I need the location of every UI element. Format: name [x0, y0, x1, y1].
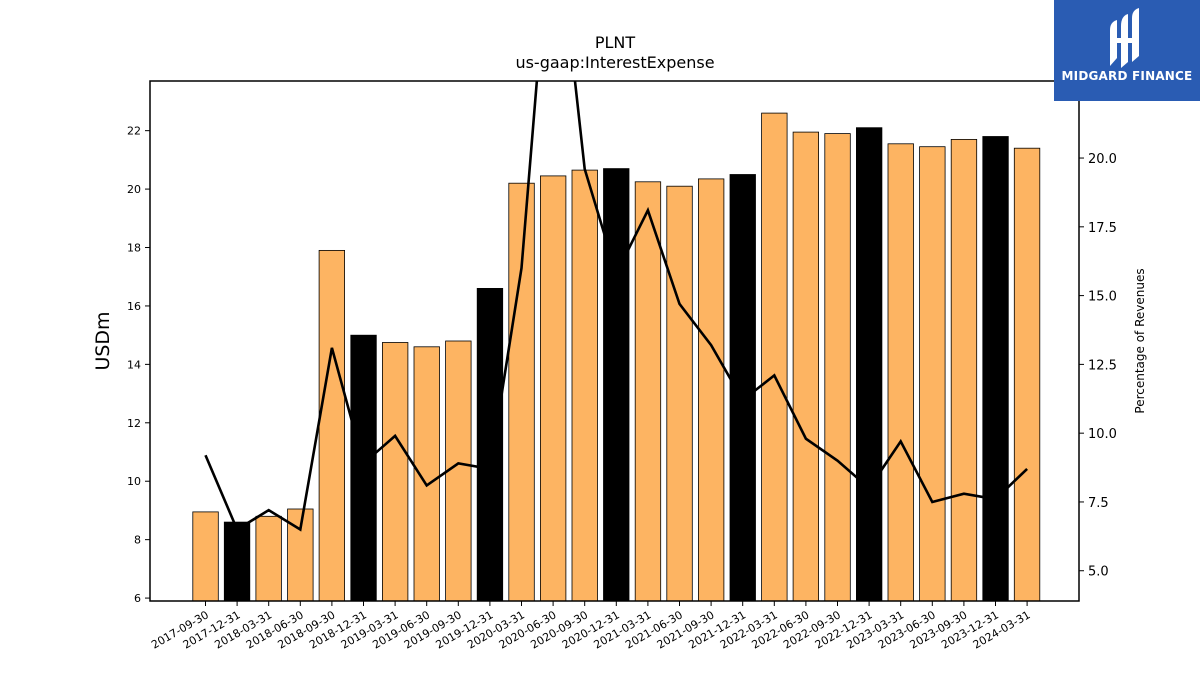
- bar-2018-03-31: [255, 515, 282, 602]
- bar-2017-09-30: [192, 511, 219, 602]
- line-percentage-of-revenues: [204, 81, 1028, 532]
- bar-2022-12-31: [856, 127, 883, 602]
- bar-2018-12-31: [350, 334, 377, 602]
- y2-tick-label: 7.5: [1088, 496, 1109, 511]
- bar-2023-06-30: [919, 146, 946, 602]
- y2-tick-label: 17.5: [1088, 221, 1117, 236]
- y-tick-label: 10: [127, 475, 141, 488]
- bar-2019-09-30: [445, 340, 472, 602]
- y-tick-label: 12: [127, 417, 141, 430]
- bar-2020-09-30: [571, 169, 598, 602]
- bar-2020-12-31: [603, 168, 630, 602]
- y-axis-right: 5.0 7.5 10.0 12.5 15.0 17.5 20.0: [1079, 152, 1117, 580]
- midgard-finance-logo: MIDGARD FINANCE: [1054, 0, 1200, 101]
- y2-tick-label: 10.0: [1088, 427, 1117, 442]
- bar-2023-12-31: [982, 136, 1009, 602]
- y2-tick-label: 15.0: [1088, 290, 1117, 305]
- y2-tick-label: 12.5: [1088, 358, 1117, 373]
- bar-2017-12-31: [223, 521, 251, 602]
- bar-2018-09-30: [318, 249, 346, 602]
- bar-2021-12-31: [729, 174, 756, 602]
- y-tick-label: 18: [127, 242, 141, 255]
- y2-tick-label: 20.0: [1088, 152, 1117, 167]
- bar-2022-03-31: [761, 112, 788, 602]
- line-series: [204, 81, 1028, 532]
- y-tick-label: 20: [127, 183, 141, 196]
- bar-2023-03-31: [887, 143, 914, 602]
- bar-2021-09-30: [698, 178, 725, 602]
- bar-series: [192, 112, 1041, 602]
- bar-2020-06-30: [540, 175, 567, 602]
- y-axis-label: USDm: [92, 311, 114, 370]
- midgard-logo-icon: [1110, 8, 1139, 68]
- y-tick-label: 6: [134, 592, 141, 605]
- y-axis-left: 6 8 10 12 14 16 18 20 22: [127, 125, 150, 605]
- y2-axis-label: Percentage of Revenues: [1133, 268, 1147, 413]
- chart-subtitle: us-gaap:InterestExpense: [515, 53, 714, 72]
- bar-2022-09-30: [824, 133, 851, 602]
- bar-2022-06-30: [792, 131, 819, 602]
- bar-2020-03-31: [508, 182, 535, 602]
- chart-title: PLNT: [595, 33, 636, 52]
- y-tick-label: 14: [127, 358, 141, 371]
- x-axis: 2017-09-302017-12-312018-03-312018-06-30…: [149, 601, 1033, 652]
- bar-2024-03-31: [1013, 147, 1041, 602]
- y-tick-label: 22: [127, 125, 141, 138]
- y2-tick-label: 5.0: [1088, 565, 1109, 580]
- plot-frame: [149, 80, 1080, 602]
- bar-2021-06-30: [666, 185, 693, 602]
- y-tick-label: 8: [134, 534, 141, 547]
- bar-2021-03-31: [634, 181, 662, 602]
- bar-2019-12-31: [476, 287, 504, 602]
- y-tick-label: 16: [127, 300, 141, 313]
- bar-2023-09-30: [950, 138, 978, 602]
- bar-2019-03-31: [381, 342, 409, 602]
- logo-text: MIDGARD FINANCE: [1061, 69, 1193, 83]
